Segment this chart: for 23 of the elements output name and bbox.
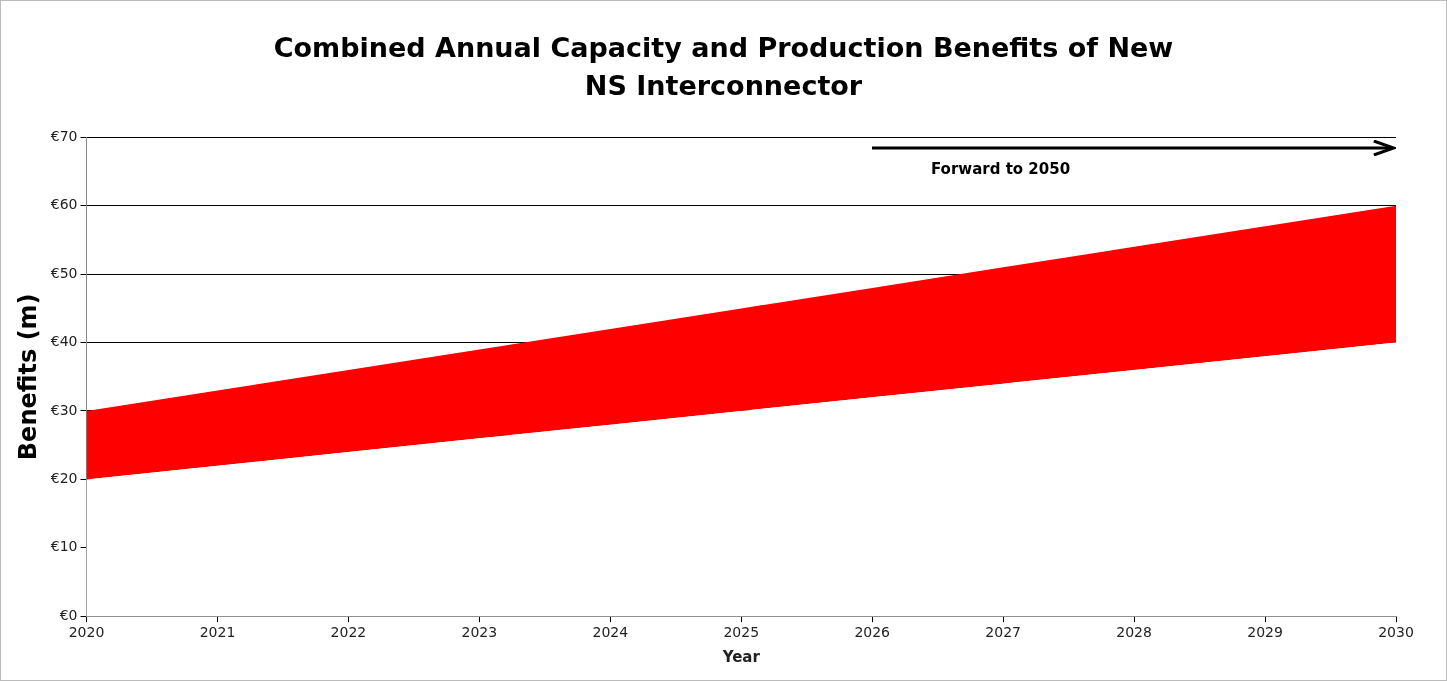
y-axis-title: Benefits (m) — [13, 293, 42, 461]
x-tick-label: 2021 — [199, 624, 236, 641]
y-tick-label: €50 — [50, 264, 78, 281]
x-tick-label: 2022 — [330, 624, 367, 641]
x-tick-label: 2026 — [854, 624, 891, 641]
chart-title: Combined Annual Capacity and Production Benefits of New NS Interconnector — [272, 31, 1175, 103]
x-tick-label: 2029 — [1247, 624, 1283, 641]
x-tick-label: 2020 — [68, 624, 105, 641]
annotation: Forward to 2050 — [930, 159, 1071, 178]
y-tick-label: €0 — [59, 606, 78, 623]
x-tick-label: 2023 — [461, 624, 498, 641]
y-tick-label: €20 — [50, 470, 78, 487]
x-tick-label: 2024 — [592, 624, 629, 641]
x-tick-label: 2025 — [723, 624, 760, 641]
x-tick-label: 2030 — [1378, 624, 1414, 641]
y-tick-label: €10 — [50, 538, 78, 555]
y-tick-label: €40 — [50, 333, 78, 350]
y-tick-label: €30 — [50, 401, 78, 418]
y-tick-label: €60 — [50, 196, 78, 213]
x-tick-label: 2028 — [1116, 624, 1152, 641]
y-tick-label: €70 — [50, 128, 78, 145]
x-axis-title: Year — [721, 647, 761, 666]
x-tick-label: 2027 — [985, 624, 1021, 641]
